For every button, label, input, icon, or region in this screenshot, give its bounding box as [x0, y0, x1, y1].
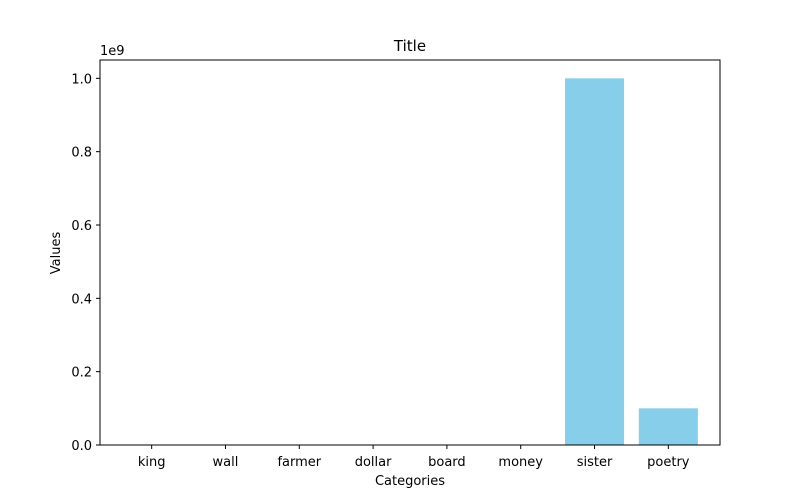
y-tick-label: 0.4	[71, 292, 92, 307]
plot-frame	[99, 59, 721, 446]
x-tick-label: dollar	[355, 455, 392, 470]
y-tick-label: 0.0	[71, 439, 92, 454]
y-tick-label: 0.6	[71, 219, 92, 234]
x-tick-label: poetry	[647, 455, 690, 470]
x-tick-label: sister	[577, 455, 613, 470]
x-tick-label: wall	[213, 455, 239, 470]
x-axis-label: Categories	[375, 474, 445, 489]
bar-poetry	[638, 408, 698, 445]
y-tick-label: 0.2	[71, 366, 92, 381]
y-axis-label: Values	[49, 232, 64, 275]
x-tick-label: king	[138, 455, 166, 470]
y-ticks-group: 0.0 0.2 0.4 0.6 0.8 1.0	[71, 72, 100, 454]
y-tick-label: 1.0	[71, 72, 92, 87]
bars-group	[417, 78, 698, 445]
x-tick-label: board	[428, 455, 466, 470]
y-offset-label: 1e9	[100, 44, 125, 59]
x-ticks-group: king wall farmer dollar board money sister poet…	[138, 445, 690, 470]
x-tick-label: farmer	[277, 455, 321, 470]
chart-title: Title	[393, 37, 426, 55]
x-tick-label: money	[498, 455, 543, 470]
y-tick-label: 0.8	[71, 146, 92, 161]
bar-sister	[565, 78, 625, 445]
